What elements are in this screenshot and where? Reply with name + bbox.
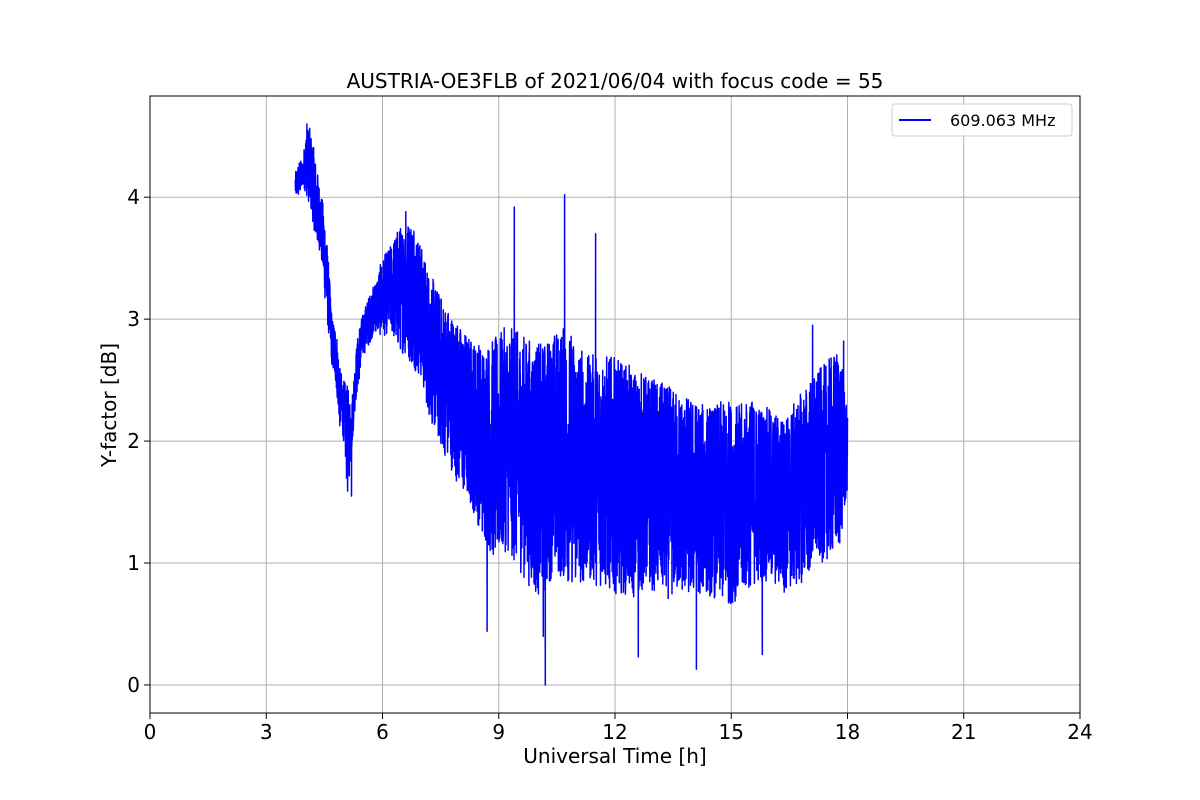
- y-tick-label: 0: [127, 673, 140, 697]
- x-tick-label: 24: [1067, 720, 1092, 744]
- y-axis: 0 1 2 3 4: [127, 185, 150, 697]
- y-tick-label: 3: [127, 307, 140, 331]
- legend-box: [891, 103, 1073, 137]
- y-tick-label: 4: [127, 185, 140, 209]
- x-tick-label: 21: [951, 720, 976, 744]
- series-layer: [294, 123, 849, 686]
- x-axis: 0 3 6 9 12 15 18 21 24: [144, 713, 1093, 744]
- x-tick-label: 9: [492, 720, 505, 744]
- x-tick-label: 12: [602, 720, 627, 744]
- legend: 609.063 MHz: [891, 103, 1073, 137]
- series-line-609-mhz: [294, 123, 849, 686]
- x-tick-label: 0: [144, 720, 157, 744]
- x-axis-label: Universal Time [h]: [523, 744, 706, 768]
- x-tick-label: 3: [260, 720, 273, 744]
- x-tick-label: 6: [376, 720, 389, 744]
- legend-label: 609.063 MHz: [950, 111, 1055, 130]
- x-tick-label: 15: [719, 720, 744, 744]
- chart-title: AUSTRIA-OE3FLB of 2021/06/04 with focus …: [347, 69, 884, 93]
- y-axis-label: Y-factor [dB]: [97, 343, 121, 468]
- y-tick-label: 1: [127, 551, 140, 575]
- x-tick-label: 18: [835, 720, 860, 744]
- y-tick-label: 2: [127, 429, 140, 453]
